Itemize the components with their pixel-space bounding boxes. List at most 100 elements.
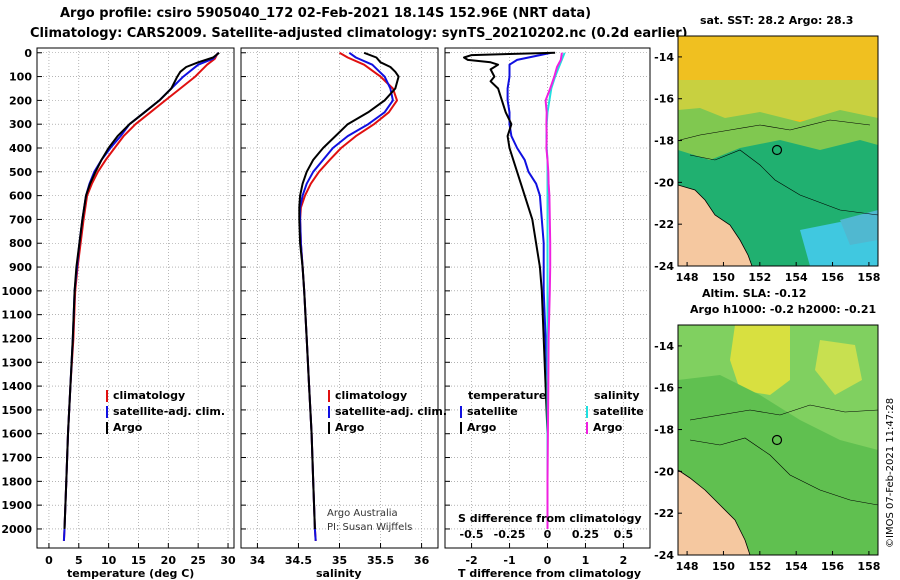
series-line-argo <box>298 51 400 530</box>
x-tick-label: 20 <box>161 554 177 567</box>
header-title-line1: Argo profile: csiro 5905040_172 02-Feb-2… <box>60 6 592 21</box>
map-y-tick-label: -20 <box>654 465 674 478</box>
sst-field-cool-patch <box>840 210 878 245</box>
difference-legend: temperature salinity satellite Argo sate… <box>460 389 644 434</box>
y-tick-label: 100 <box>9 71 32 84</box>
y-tick-label: 700 <box>9 213 32 226</box>
sla-map <box>677 324 879 556</box>
legend-satellite-label: satellite-adj. clim. <box>335 405 447 418</box>
map-x-tick-label: 148 <box>676 271 699 284</box>
map-y-tick-label: -14 <box>654 51 674 64</box>
top-x-tick-label: -0.25 <box>494 528 526 541</box>
y-tick-label: 2000 <box>1 523 32 536</box>
difference-x-label: T difference from climatology <box>458 567 641 580</box>
legend-t-argo-label: Argo <box>467 421 497 434</box>
y-tick-label: 500 <box>9 166 32 179</box>
sla-shelf-outline <box>689 437 879 506</box>
x-tick-label: -2 <box>465 554 477 567</box>
y-tick-label: 1000 <box>1 285 32 298</box>
map-y-tick-label: -16 <box>654 93 674 106</box>
y-tick-label: 800 <box>9 237 32 250</box>
top-x-tick-label: 0.25 <box>572 528 599 541</box>
x-tick-label: -1 <box>503 554 515 567</box>
top-x-tick-label: -0.5 <box>460 528 484 541</box>
y-tick-label: 400 <box>9 142 32 155</box>
y-tick-label: 1400 <box>1 380 32 393</box>
x-tick-label: 34 <box>250 554 266 567</box>
sla-field-dark <box>678 375 878 555</box>
top-x-tick-label: 0.5 <box>614 528 634 541</box>
y-tick-label: 1300 <box>1 356 32 369</box>
map-y-tick-label: -20 <box>654 176 674 189</box>
timestamp-stamp: ©IMOS 07-Feb-2021 11:47:28 <box>885 398 896 548</box>
y-tick-label: 1700 <box>1 452 32 465</box>
legend-s-argo-label: Argo <box>593 421 623 434</box>
x-tick-label: 35.5 <box>367 554 394 567</box>
y-tick-label: 1100 <box>1 309 32 322</box>
legend-t-satellite-label: satellite <box>467 405 518 418</box>
y-tick-label: 600 <box>9 190 32 203</box>
sst-map <box>677 35 879 267</box>
sla-field-yellow2 <box>815 340 862 395</box>
y-tick-label: 200 <box>9 94 32 107</box>
sla-reef-outline <box>689 404 879 421</box>
series-line-temperature-argo <box>463 51 556 529</box>
series-line-satellite-adj-clim- <box>62 52 220 541</box>
map-x-tick-label: 148 <box>676 560 699 573</box>
x-tick-label: 34.5 <box>285 554 312 567</box>
sst-argo-position <box>771 144 783 156</box>
y-tick-label: 1900 <box>1 499 32 512</box>
legend-argo-label: Argo <box>113 421 143 434</box>
salinity-legend: climatology satellite-adj. clim. Argo <box>328 389 447 434</box>
sst-shelf-outline <box>689 149 879 216</box>
sst-map-frame <box>677 35 879 267</box>
x-tick-label: 25 <box>191 554 206 567</box>
map-x-tick-label: 152 <box>748 560 771 573</box>
y-tick-label: 1800 <box>1 475 32 488</box>
credit-line1: Argo Australia <box>327 508 398 519</box>
map-x-tick-label: 158 <box>857 271 880 284</box>
legend-temperature-title: temperature <box>468 389 546 402</box>
x-tick-label: 10 <box>101 554 117 567</box>
temperature-x-label: temperature (deg C) <box>67 567 194 580</box>
salinity-x-label: salinity <box>316 567 362 580</box>
x-tick-label: 15 <box>131 554 146 567</box>
map-y-tick-label: -18 <box>654 135 674 148</box>
sla-field-yellow <box>730 325 790 395</box>
series-line-climatology <box>62 52 219 541</box>
x-tick-label: 0 <box>544 554 552 567</box>
sla-map-frame <box>677 324 879 556</box>
x-tick-label: 35 <box>332 554 347 567</box>
y-tick-label: 1600 <box>1 428 32 441</box>
map-x-tick-label: 154 <box>785 560 808 573</box>
map-x-tick-label: 156 <box>821 560 844 573</box>
map-x-tick-label: 152 <box>748 271 771 284</box>
series-line-climatology <box>299 51 398 541</box>
map-x-tick-label: 150 <box>712 271 735 284</box>
legend-salinity-title: salinity <box>594 389 640 402</box>
map-y-tick-label: -24 <box>654 549 674 562</box>
temperature-panel-frame <box>36 47 235 549</box>
map-x-tick-label: 154 <box>785 271 808 284</box>
x-tick-label: 30 <box>220 554 236 567</box>
y-tick-label: 900 <box>9 261 32 274</box>
header-title-line2: Climatology: CARS2009. Satellite-adjuste… <box>30 26 688 41</box>
map-y-tick-label: -18 <box>654 424 674 437</box>
map-y-tick-label: -16 <box>654 382 674 395</box>
legend-s-satellite-label: satellite <box>593 405 644 418</box>
map-y-tick-label: -22 <box>654 218 674 231</box>
map-x-tick-label: 150 <box>712 560 735 573</box>
x-tick-label: 2 <box>620 554 628 567</box>
sla-argo-position <box>771 434 783 446</box>
sla-map-title1: Altim. SLA: -0.12 <box>702 287 806 300</box>
top-x-tick-label: 0 <box>544 528 552 541</box>
difference-top-x-label: S difference from climatology <box>458 512 642 525</box>
map-y-tick-label: -24 <box>654 260 674 273</box>
series-line-argo <box>63 52 220 530</box>
legend-climatology-label: climatology <box>335 389 407 402</box>
legend-satellite-label: satellite-adj. clim. <box>113 405 225 418</box>
y-tick-label: 0 <box>24 47 32 60</box>
sst-reef-outline <box>679 119 871 141</box>
map-y-tick-label: -14 <box>654 340 674 353</box>
